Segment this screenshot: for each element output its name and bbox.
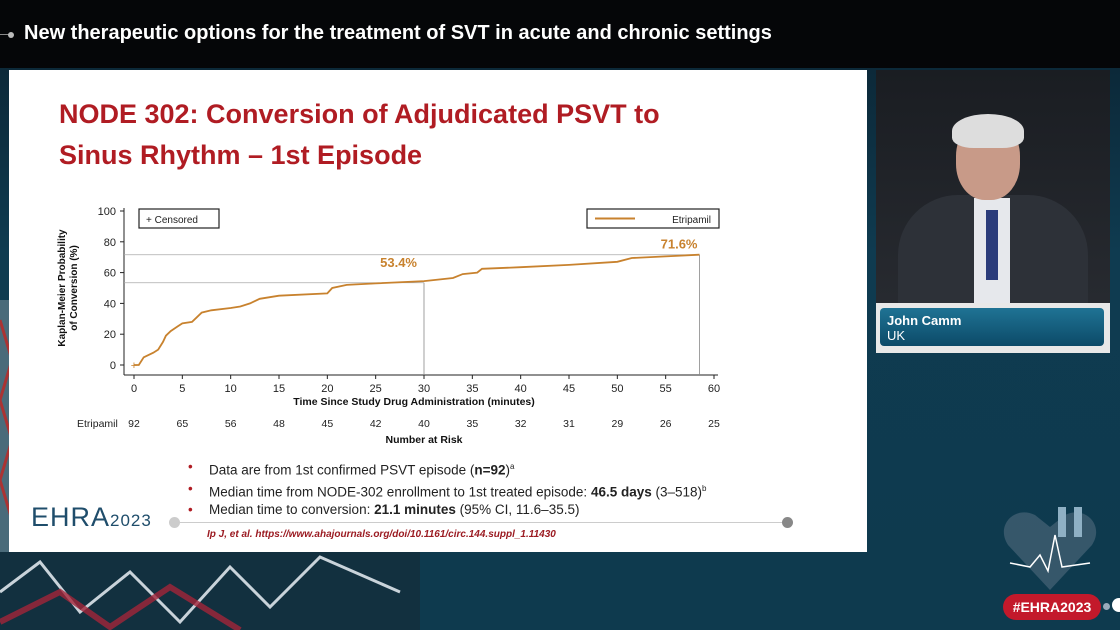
hashtag-badge: #EHRA2023	[1003, 594, 1101, 620]
bullet-item: Median time from NODE-302 enrollment to …	[185, 480, 706, 502]
risk-table-value: 32	[515, 418, 527, 430]
divider-dot	[169, 517, 180, 528]
y-axis-label-line-1: Kaplan-Meier Probability	[57, 229, 68, 347]
session-title: New therapeutic options for the treatmen…	[24, 22, 772, 44]
y-tick-label: 0	[110, 360, 116, 372]
risk-table-value: 29	[611, 418, 623, 430]
x-tick-label: 60	[708, 383, 720, 395]
speaker-tie	[986, 210, 998, 280]
x-tick-label: 5	[179, 383, 185, 395]
x-tick-label: 50	[611, 383, 623, 395]
y-tick-label: 80	[104, 237, 116, 249]
ehra-logo: EHRA2023	[31, 502, 152, 532]
series-legend-label: Etripamil	[672, 215, 711, 226]
title-bar-dot	[8, 32, 14, 38]
y-tick-label: 20	[104, 329, 116, 341]
speaker-name-band: John Camm UK	[880, 308, 1104, 346]
x-tick-label: 10	[225, 383, 237, 395]
title-bar-line	[0, 34, 10, 35]
risk-table-value: 92	[128, 418, 140, 430]
slide-title-line-1: NODE 302: Conversion of Adjudicated PSVT…	[59, 99, 660, 129]
ehra-heart-emblem	[1003, 507, 1097, 590]
risk-table-value: 35	[466, 418, 478, 430]
y-tick-label: 100	[98, 206, 116, 218]
censored-mark: +	[131, 360, 137, 372]
session-title-bar: New therapeutic options for the treatmen…	[0, 0, 1120, 68]
risk-table-row-label: Etripamil	[77, 418, 118, 430]
risk-table-value: 65	[176, 418, 188, 430]
annotation-label: 71.6%	[661, 237, 698, 252]
x-tick-label: 30	[418, 383, 430, 395]
bullet-list: Data are from 1st confirmed PSVT episode…	[185, 458, 706, 519]
kaplan-meier-chart: 0 20 40 60 80 100 0 5 10 15 20 25 30 35 40 45 50 55 60 Time…	[57, 206, 720, 446]
speaker-country: UK	[887, 328, 906, 343]
x-tick-label: 0	[131, 383, 137, 395]
x-tick-label: 35	[466, 383, 478, 395]
slide-title-line-2: Sinus Rhythm – 1st Episode	[59, 140, 423, 170]
annotation-label: 53.4%	[380, 255, 417, 270]
presentation-slide: NODE 302: Conversion of Adjudicated PSVT…	[9, 70, 867, 552]
km-curve-etripamil	[134, 253, 700, 366]
risk-table-value: 45	[321, 418, 333, 430]
badge-dot	[1112, 598, 1120, 612]
series-legend-box	[586, 208, 720, 229]
risk-table-value: 26	[660, 418, 672, 430]
x-tick-label: 20	[321, 383, 333, 395]
censored-legend-label: + Censored	[146, 215, 198, 226]
risk-table-value: 42	[370, 418, 382, 430]
risk-table-value: 31	[563, 418, 575, 430]
x-tick-label: 15	[273, 383, 285, 395]
reference-citation: Ip J, et al. https://www.ahajournals.org…	[207, 529, 556, 540]
x-tick-label: 45	[563, 383, 575, 395]
slide-title: NODE 302: Conversion of Adjudicated PSVT…	[59, 94, 759, 176]
speaker-hair	[952, 114, 1024, 148]
footer-divider	[179, 522, 789, 523]
x-tick-label: 55	[660, 383, 672, 395]
badge-dot	[1103, 603, 1110, 610]
bullet-item: Median time to conversion: 21.1 minutes …	[185, 501, 706, 519]
x-axis-label: Time Since Study Drug Administration (mi…	[293, 396, 535, 408]
risk-table-value: 48	[273, 418, 285, 430]
x-tick-label: 25	[370, 383, 382, 395]
speaker-name: John Camm	[887, 313, 962, 328]
censored-legend-box	[138, 208, 220, 229]
risk-table-title: Number at Risk	[385, 434, 462, 446]
risk-table-value: 56	[225, 418, 237, 430]
divider-dot	[782, 517, 793, 528]
y-tick-label: 40	[104, 298, 116, 310]
speaker-name-card: John Camm UK	[876, 303, 1110, 353]
bullet-item: Data are from 1st confirmed PSVT episode…	[185, 458, 706, 480]
y-axis-label-line-2: of Conversion (%)	[69, 245, 80, 331]
decorative-pattern-bottom	[0, 552, 420, 630]
risk-table-value: 40	[418, 418, 430, 430]
y-tick-label: 60	[104, 268, 116, 280]
x-tick-label: 40	[515, 383, 527, 395]
risk-table-value: 25	[708, 418, 720, 430]
